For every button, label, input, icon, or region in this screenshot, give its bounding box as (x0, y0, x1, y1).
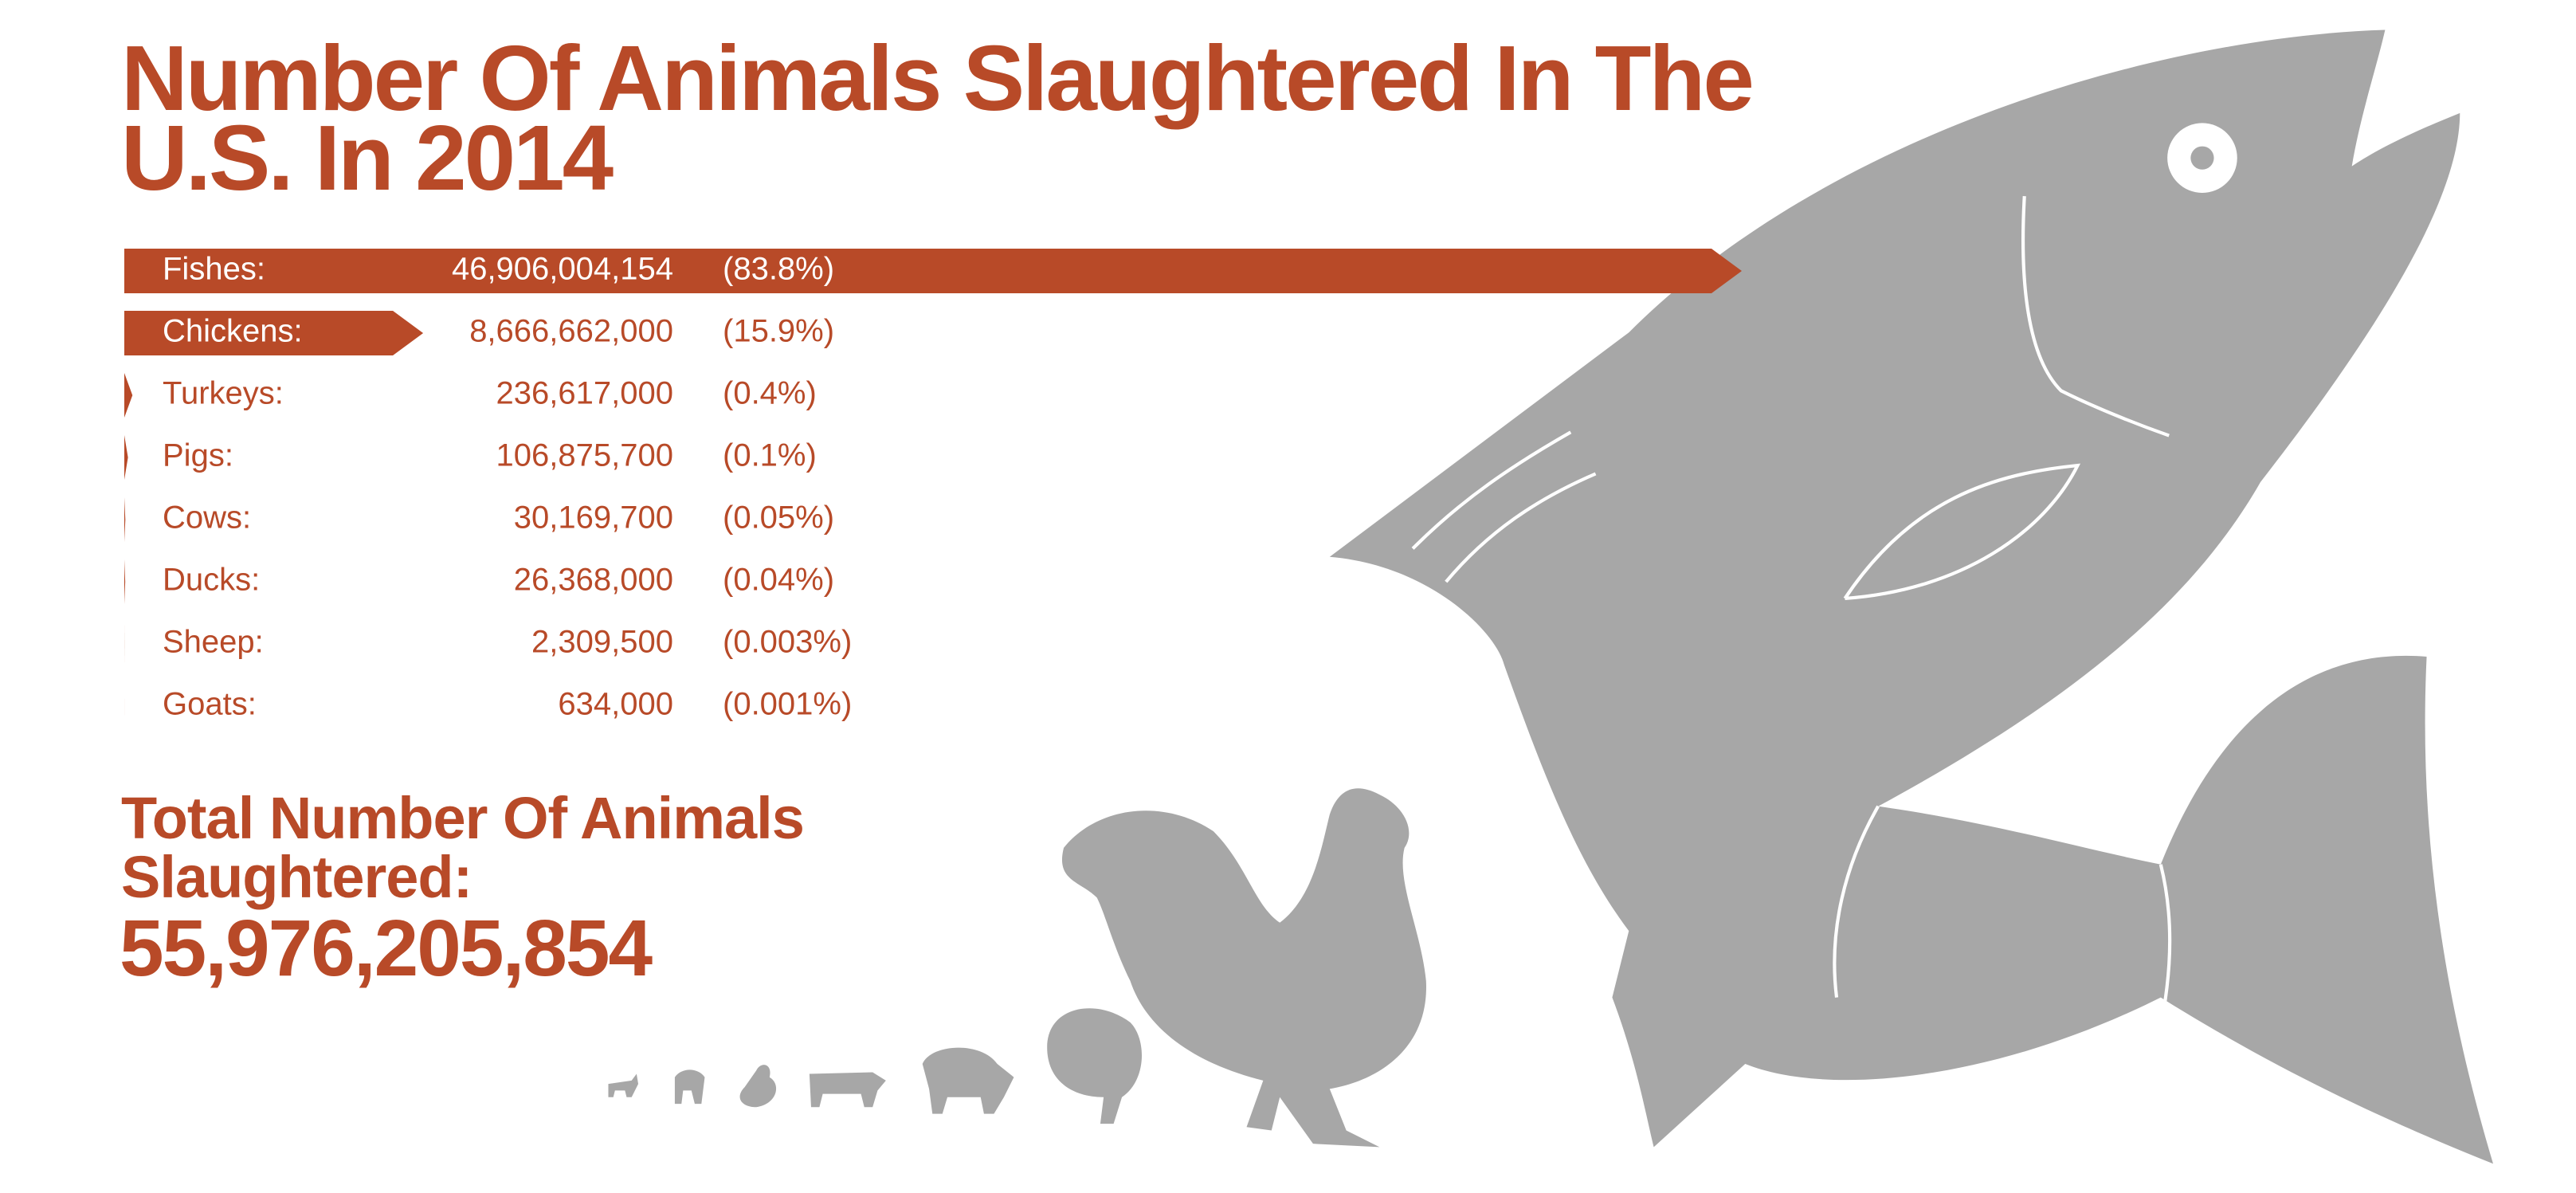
value-label: 236,617,000 (496, 376, 673, 411)
silhouettes (608, 29, 2493, 1164)
share-label: (0.05%) (723, 500, 834, 536)
bar (124, 249, 1742, 293)
fish-silhouette (1329, 29, 2493, 1164)
goat-silhouette (608, 1073, 639, 1097)
share-label: (0.003%) (723, 625, 852, 660)
category-label: Cows: (163, 500, 251, 536)
share-label: (83.8%) (723, 252, 834, 287)
chart-title: Number Of Animals Slaughtered In The U.S… (121, 26, 1755, 210)
pig-silhouette (922, 1047, 1014, 1114)
category-label: Fishes: (163, 252, 265, 287)
share-label: (0.4%) (723, 376, 817, 411)
bar (124, 559, 126, 604)
value-label: 30,169,700 (514, 500, 673, 536)
duck-silhouette (739, 1065, 777, 1108)
category-label: Turkeys: (163, 376, 284, 411)
bar (124, 311, 424, 355)
category-label: Pigs: (163, 438, 233, 473)
category-label: Chickens: (163, 314, 303, 349)
total-label: Total Number Of Animals Slaughtered: (121, 785, 805, 910)
bar (124, 373, 133, 418)
value-label: 46,906,004,154 (452, 252, 673, 287)
value-label: 26,368,000 (514, 563, 673, 598)
bar (124, 435, 128, 480)
fish-pupil (2190, 146, 2214, 170)
fish-lines (1411, 196, 2172, 1065)
share-label: (15.9%) (723, 314, 834, 349)
value-label: 8,666,662,000 (469, 314, 673, 349)
share-label: (0.1%) (723, 438, 817, 473)
value-label: 106,875,700 (496, 438, 673, 473)
share-label: (0.04%) (723, 563, 834, 598)
cow-silhouette (809, 1072, 886, 1108)
value-label: 2,309,500 (531, 625, 673, 660)
category-label: Ducks: (163, 563, 260, 598)
category-label: Goats: (163, 687, 257, 722)
total-value: 55,976,205,854 (120, 904, 653, 993)
turkey-silhouette (1047, 1008, 1143, 1124)
value-label: 634,000 (558, 687, 673, 722)
category-label: Sheep: (163, 625, 264, 660)
bar (124, 497, 126, 542)
share-label: (0.001%) (723, 687, 852, 722)
sheep-silhouette (674, 1069, 705, 1105)
rooster-silhouette (1061, 788, 1426, 1148)
